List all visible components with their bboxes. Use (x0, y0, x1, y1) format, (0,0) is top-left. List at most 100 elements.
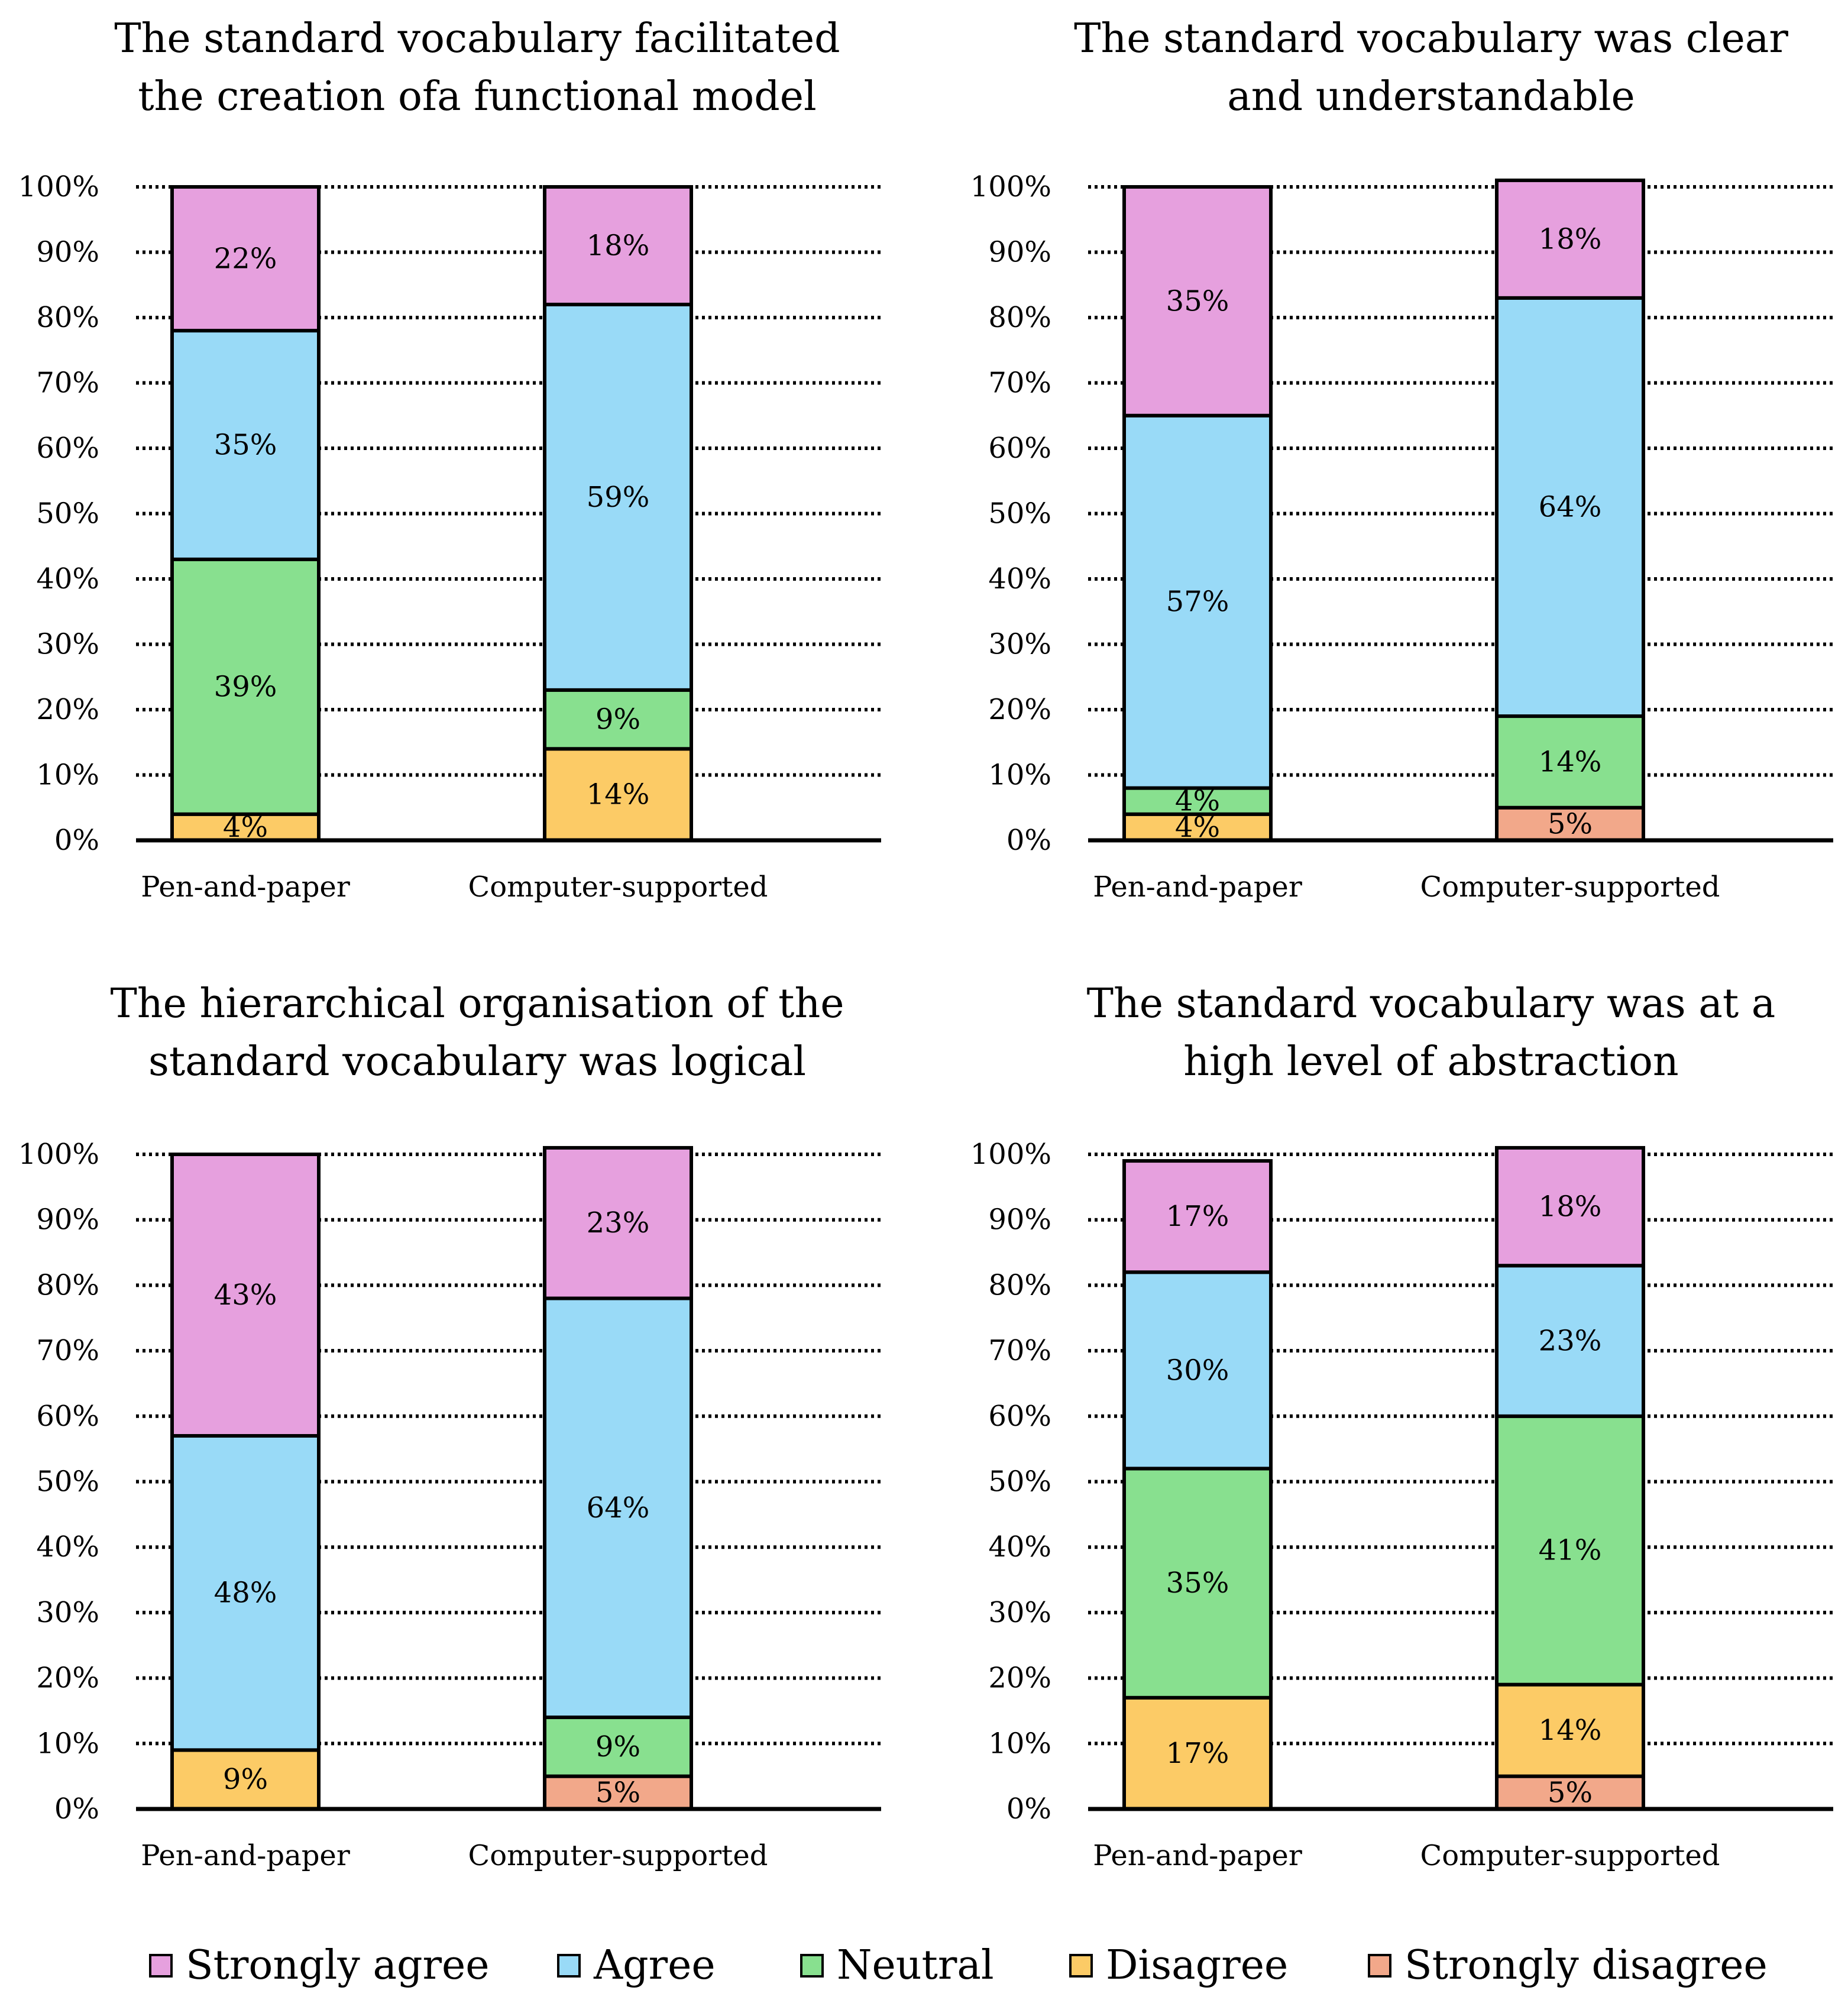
bar-segment-agree (1495, 1264, 1645, 1418)
data-label-strongly-disagree: 5% (1548, 807, 1593, 840)
x-category-label: Pen-and-paper (1093, 870, 1302, 904)
y-tick-label: 30% (36, 1596, 99, 1629)
data-label-neutral: 4% (1175, 785, 1220, 818)
y-tick-label: 100% (18, 1138, 99, 1171)
data-label-disagree: 14% (1539, 1714, 1602, 1747)
bar-segment-agree (170, 1434, 321, 1752)
data-label-strongly-agree: 17% (1166, 1200, 1229, 1233)
legend-label-strongly-disagree: Strongly disagree (1404, 1942, 1768, 1989)
data-label-agree: 64% (587, 1491, 650, 1525)
legend-swatch-agree (557, 1954, 581, 1978)
bar-segment-neutral (170, 557, 321, 816)
y-tick-label: 70% (988, 367, 1051, 400)
y-tick-label: 90% (988, 236, 1051, 269)
chart-title-line-2: and understandable (1227, 73, 1635, 120)
y-tick-label: 30% (988, 628, 1051, 661)
chart-title-line-1: The standard vocabulary was clear (1074, 15, 1788, 62)
y-tick-label: 20% (988, 1662, 1051, 1695)
y-tick-label: 0% (54, 824, 99, 857)
x-category-label: Pen-and-paper (1093, 1839, 1302, 1872)
data-label-strongly-disagree: 5% (595, 1776, 640, 1809)
bar-segment-agree (543, 1296, 693, 1720)
data-label-agree: 57% (1166, 585, 1229, 619)
bar-segment-strongly-disagree (1495, 805, 1645, 842)
chart-title-line-2: standard vocabulary was logical (148, 1038, 806, 1085)
y-tick-label: 80% (988, 301, 1051, 334)
data-label-neutral: 39% (214, 670, 277, 703)
legend-item-strongly-disagree: Strongly disagree (1368, 1942, 1768, 1989)
bar-segment-strongly-agree (170, 185, 321, 333)
y-tick-label: 10% (988, 1727, 1051, 1760)
data-label-strongly-agree: 35% (1166, 284, 1229, 318)
data-label-strongly-agree: 22% (214, 242, 277, 276)
data-label-agree: 35% (214, 428, 277, 461)
chart-title-line-1: The hierarchical organisation of the (111, 980, 844, 1027)
legend-item-strongly-agree: Strongly agree (149, 1942, 490, 1989)
y-tick-label: 20% (36, 1662, 99, 1695)
x-category-label: Computer-supported (1420, 1839, 1720, 1872)
y-tick-label: 90% (988, 1203, 1051, 1237)
data-label-disagree: 9% (223, 1763, 268, 1796)
x-category-label: Pen-and-paper (141, 870, 350, 904)
y-tick-label: 0% (1006, 1792, 1051, 1826)
y-tick-label: 80% (36, 1268, 99, 1302)
data-label-strongly-agree: 18% (587, 229, 650, 262)
data-label-neutral: 14% (1539, 745, 1602, 778)
data-label-strongly-agree: 18% (1539, 1190, 1602, 1224)
bar-segment-strongly-agree (170, 1153, 321, 1438)
y-tick-label: 10% (36, 759, 99, 792)
y-tick-label: 60% (988, 1400, 1051, 1433)
data-label-disagree: 14% (587, 778, 650, 811)
y-tick-label: 40% (988, 562, 1051, 596)
y-tick-label: 60% (36, 1400, 99, 1433)
legend-swatch-strongly-agree (149, 1954, 173, 1978)
bar-segment-disagree (1122, 1695, 1273, 1811)
legend-swatch-disagree (1069, 1954, 1093, 1978)
data-label-strongly-disagree: 5% (1548, 1776, 1593, 1809)
chart-panel-1: The standard vocabulary facilitated the c… (18, 15, 881, 904)
y-tick-label: 80% (36, 301, 99, 334)
data-label-strongly-agree: 43% (214, 1279, 277, 1312)
data-label-disagree: 17% (1166, 1737, 1229, 1770)
y-tick-label: 90% (36, 236, 99, 269)
bar-segment-strongly-agree (1495, 1145, 1645, 1268)
legend-label-disagree: Disagree (1106, 1942, 1288, 1989)
y-tick-label: 60% (988, 432, 1051, 465)
legend-item-disagree: Disagree (1069, 1942, 1288, 1989)
y-tick-label: 40% (36, 562, 99, 596)
bar-segment-strongly-agree (1122, 185, 1273, 418)
chart-title-line-2: the creation ofa functional model (138, 73, 817, 120)
y-tick-label: 0% (1006, 824, 1051, 857)
y-tick-label: 50% (988, 1465, 1051, 1499)
bar-segment-strongly-agree (1122, 1159, 1273, 1274)
y-tick-label: 60% (36, 432, 99, 465)
y-tick-label: 100% (970, 170, 1051, 203)
legend-swatch-neutral (800, 1954, 824, 1978)
chart-panel-3: The hierarchical organisation of the stan… (18, 980, 881, 1872)
legend-item-agree: Agree (557, 1942, 716, 1989)
legend-label-agree: Agree (593, 1942, 716, 1989)
y-tick-label: 10% (36, 1727, 99, 1760)
bar-segment-agree (1122, 413, 1273, 790)
data-label-agree: 59% (587, 481, 650, 514)
y-tick-label: 10% (988, 759, 1051, 792)
chart-title-line-1: The standard vocabulary facilitated (114, 15, 840, 62)
chart-panel-4: The standard vocabulary was at a high lev… (970, 980, 1833, 1872)
data-label-neutral: 9% (595, 1730, 640, 1763)
x-category-label: Computer-supported (1420, 870, 1720, 904)
data-label-agree: 48% (214, 1577, 277, 1610)
bar-segment-strongly-agree (1495, 178, 1645, 300)
legend-label-strongly-agree: Strongly agree (186, 1942, 490, 1989)
y-tick-label: 40% (988, 1530, 1051, 1564)
y-tick-label: 70% (36, 1334, 99, 1367)
bar-segment-neutral (1495, 1414, 1645, 1687)
bar-segment-agree (1495, 296, 1645, 719)
y-tick-label: 70% (36, 367, 99, 400)
data-label-strongly-agree: 18% (1539, 222, 1602, 255)
y-tick-label: 0% (54, 1792, 99, 1826)
chart-title-line-2: high level of abstraction (1183, 1038, 1678, 1085)
data-label-agree: 23% (1539, 1324, 1602, 1357)
data-label-agree: 30% (1166, 1354, 1229, 1387)
y-tick-label: 100% (18, 170, 99, 203)
